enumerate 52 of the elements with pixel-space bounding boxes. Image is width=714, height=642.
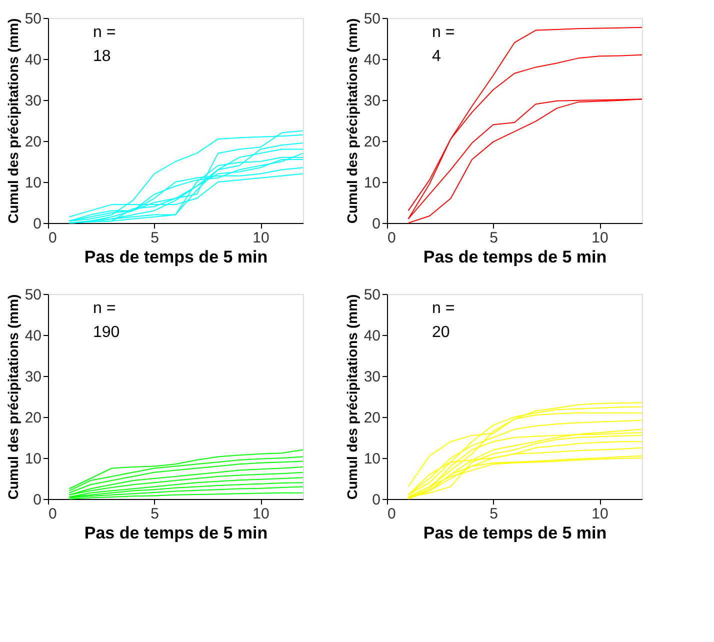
- y-axis-title: Cumul des précipitations (mm): [4, 18, 21, 224]
- y-tick-label: 50: [364, 286, 380, 304]
- y-tick-label: 50: [364, 10, 380, 28]
- annotation: n =: [432, 300, 455, 317]
- annotation: 20: [432, 324, 450, 341]
- y-tick-label: 40: [24, 52, 42, 68]
- annotation: n =: [93, 300, 116, 317]
- y-tick-label: 30: [24, 92, 42, 110]
- y-tick-label: 0: [33, 492, 42, 508]
- y-tick-label: 20: [364, 134, 380, 150]
- y-tick-label: 30: [364, 92, 380, 110]
- y-tick-label: 10: [24, 174, 42, 192]
- y-axis-title: Cumul des précipitations (mm): [344, 18, 360, 224]
- y-tick-label: 50: [24, 286, 42, 304]
- y-tick-label: 40: [24, 328, 42, 344]
- y-axis-title: Cumul des précipitations (mm): [344, 294, 360, 500]
- x-tick-label: 10: [252, 230, 270, 246]
- y-tick-label: 30: [24, 368, 42, 386]
- annotation: 4: [432, 48, 441, 65]
- y-tick-label: 20: [24, 410, 42, 426]
- y-tick-label: 0: [33, 216, 42, 232]
- x-tick-label: 0: [388, 506, 396, 522]
- y-tick-label: 20: [24, 134, 42, 150]
- y-tick-label: 40: [364, 328, 380, 344]
- y-tick-label: 10: [364, 174, 380, 192]
- annotation: 18: [93, 48, 111, 65]
- x-tick-label: 10: [592, 230, 608, 246]
- y-tick-label: 0: [372, 216, 380, 232]
- y-tick-label: 20: [364, 410, 380, 426]
- x-tick-label: 5: [150, 230, 159, 246]
- y-tick-label: 30: [364, 368, 380, 386]
- y-tick-label: 0: [372, 492, 380, 508]
- x-tick-label: 0: [48, 506, 57, 522]
- annotation: n =: [432, 24, 455, 41]
- x-tick-label: 5: [490, 230, 498, 246]
- annotation: n =: [93, 24, 116, 41]
- x-tick-label: 5: [150, 506, 159, 522]
- x-axis-title: Pas de temps de 5 min: [423, 248, 607, 266]
- x-tick-label: 10: [252, 506, 270, 522]
- x-tick-label: 0: [388, 230, 396, 246]
- y-tick-label: 40: [364, 52, 380, 68]
- x-axis-title: Pas de temps de 5 min: [84, 524, 268, 542]
- x-axis-title: Pas de temps de 5 min: [423, 524, 607, 542]
- y-axis-title: Cumul des précipitations (mm): [4, 294, 21, 500]
- x-tick-label: 10: [592, 506, 608, 522]
- x-tick-label: 0: [48, 230, 57, 246]
- x-axis-title: Pas de temps de 5 min: [84, 248, 268, 266]
- x-tick-label: 5: [490, 506, 498, 522]
- y-tick-label: 10: [24, 450, 42, 468]
- annotation: 190: [93, 324, 120, 341]
- y-tick-label: 50: [24, 10, 42, 28]
- y-tick-label: 10: [364, 450, 380, 468]
